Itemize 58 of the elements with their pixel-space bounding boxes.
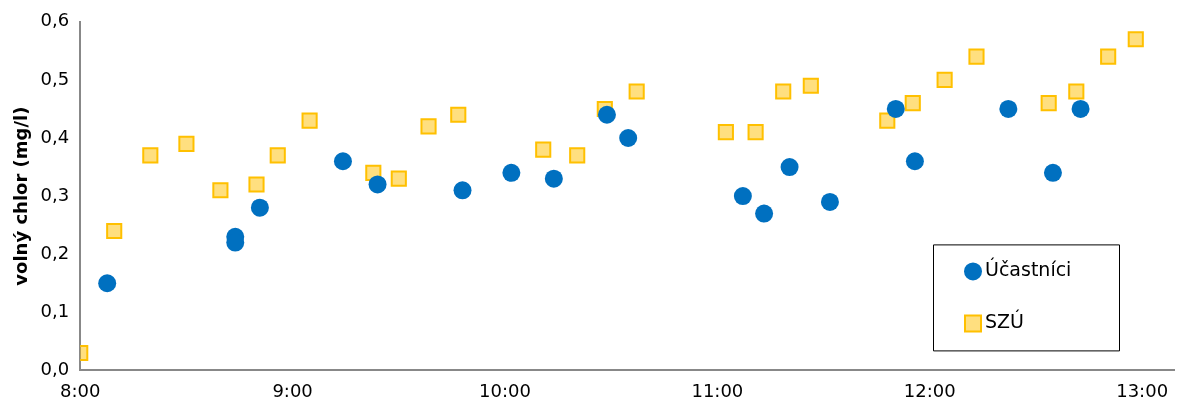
y-tick-label: 0,3: [40, 183, 70, 205]
point: [968, 48, 985, 65]
point: [368, 175, 387, 194]
x-tick-label: 12:00: [903, 379, 956, 401]
point: [212, 182, 229, 199]
point: [747, 124, 764, 141]
x-tick-label: 8:00: [60, 379, 101, 401]
point: [619, 129, 638, 147]
point: [780, 158, 799, 177]
point: [1043, 163, 1062, 182]
point: [775, 83, 792, 100]
point: [106, 222, 123, 240]
point: [98, 274, 117, 293]
legend-label: SZÚ: [985, 309, 1024, 333]
point: [802, 77, 819, 94]
point: [1068, 83, 1085, 100]
point: [597, 105, 616, 124]
point: [999, 99, 1018, 118]
x-tick-label: 11:00: [691, 379, 744, 401]
y-tick-label: 0,4: [40, 125, 70, 147]
point: [544, 169, 563, 188]
point: [1127, 31, 1144, 48]
point: [904, 95, 921, 112]
point: [1100, 48, 1117, 65]
point: [886, 99, 905, 118]
point: [450, 106, 467, 123]
point: [628, 83, 645, 100]
point: [1040, 95, 1057, 112]
y-tick-label: 0,0: [40, 358, 70, 380]
y-tick-label: 0,6: [40, 9, 70, 31]
x-tick-label: 10:00: [479, 379, 531, 401]
point: [717, 124, 734, 141]
y-tick-label: 0,5: [40, 67, 70, 89]
point: [569, 147, 586, 164]
point: [269, 147, 286, 164]
legend-label: Účastníci: [985, 257, 1072, 281]
y-tick-label: 0,2: [40, 241, 70, 263]
point: [250, 198, 269, 217]
point: [453, 181, 472, 200]
point: [535, 141, 552, 158]
point: [390, 170, 407, 187]
point: [502, 163, 521, 182]
point: [142, 147, 159, 164]
point: [755, 204, 774, 223]
point: [301, 112, 318, 129]
point: [333, 152, 352, 171]
x-tick-label: 9:00: [272, 379, 313, 401]
point: [936, 71, 953, 88]
x-tick-label: 13:00: [1116, 379, 1169, 401]
y-axis-title: volný chlor (mg/l): [10, 106, 32, 286]
point: [905, 152, 924, 171]
point: [1071, 99, 1090, 118]
point: [248, 176, 265, 193]
point: [733, 187, 752, 206]
point: [178, 135, 195, 152]
y-tick-label: 0,1: [40, 299, 70, 321]
point: [820, 192, 839, 211]
point: [420, 118, 437, 135]
